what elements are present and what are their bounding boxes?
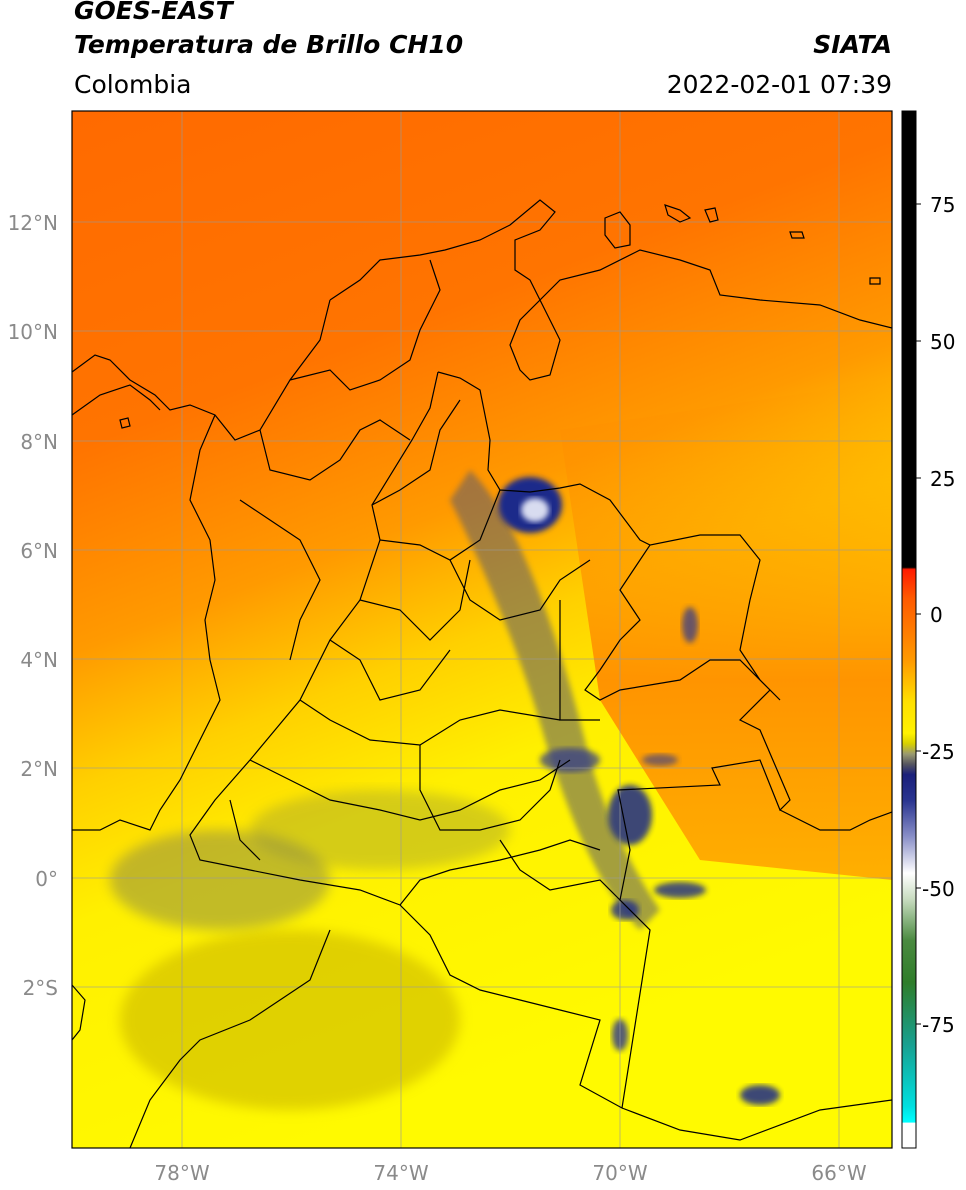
- lat-labels: 12°N 10°N 8°N 6°N 4°N 2°N 0° 2°S: [8, 211, 58, 1000]
- lon-labels: 78°W 74°W 70°W 66°W: [154, 1161, 866, 1185]
- lat-label: 4°N: [20, 648, 58, 672]
- colorbar-tick-label: -25: [922, 740, 955, 764]
- colorbar-tick-label: 50: [930, 330, 955, 354]
- colorbar: 75 50 25 0 -25 -50 -75: [901, 110, 955, 1149]
- lat-label: 0°: [35, 867, 58, 891]
- colorbar-tick-label: 25: [930, 467, 955, 491]
- lat-label: 6°N: [20, 539, 58, 563]
- colorbar-tick-label: -75: [922, 1013, 955, 1037]
- colorbar-tick-label: -50: [922, 877, 955, 901]
- satellite-title: GOES-EAST: [74, 0, 233, 25]
- colorbar-gradient: [902, 111, 916, 1148]
- lon-label: 70°W: [592, 1161, 647, 1185]
- map-frame: [71, 110, 893, 1149]
- gridlines: [72, 111, 892, 1148]
- lat-label: 2°S: [23, 976, 58, 1000]
- colorbar-tick-label: 75: [930, 193, 955, 217]
- colorbar-frame: [901, 110, 917, 1149]
- country-borders: [72, 199, 892, 1148]
- lat-label: 10°N: [8, 320, 58, 344]
- lat-label: 12°N: [8, 211, 58, 235]
- colorbar-tick-label: 0: [930, 603, 943, 627]
- satellite-imagery: [72, 111, 892, 1148]
- region-label: Colombia: [74, 70, 192, 99]
- product-title: Temperatura de Brillo CH10: [74, 30, 464, 59]
- lat-label: 8°N: [20, 430, 58, 454]
- lon-label: 74°W: [373, 1161, 428, 1185]
- agency-label: SIATA: [813, 30, 892, 59]
- lon-label: 78°W: [154, 1161, 209, 1185]
- datetime-label: 2022-02-01 07:39: [666, 70, 892, 99]
- lon-label: 66°W: [811, 1161, 866, 1185]
- lat-label: 2°N: [20, 757, 58, 781]
